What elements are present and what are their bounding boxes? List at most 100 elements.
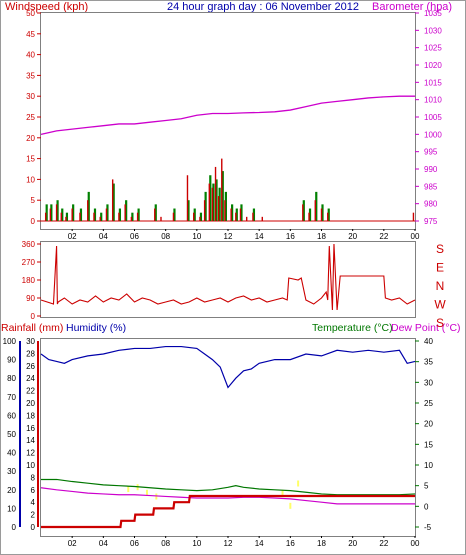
x-tick-label: 18 xyxy=(317,232,326,241)
temperature-tick-label: 25 xyxy=(424,399,433,408)
x-tick-label: 08 xyxy=(161,539,170,548)
temperature-tick-label: 10 xyxy=(424,461,433,470)
windspeed-label: Windspeed (kph) xyxy=(5,1,88,13)
x-tick-label: 22 xyxy=(379,232,388,241)
temperature-tick-label: 40 xyxy=(424,337,433,346)
compass-label: S xyxy=(436,316,444,330)
humidity-tick-label: 30 xyxy=(7,467,16,476)
y2-tick-label: 990 xyxy=(424,165,438,174)
x-tick-label: 12 xyxy=(224,232,233,241)
x-tick-label: 20 xyxy=(348,539,357,548)
rainfall-tick-label: 14 xyxy=(26,436,35,445)
wind-baro-panel xyxy=(40,12,416,230)
chart-marks: 5045403530252015105010351030102510201015… xyxy=(3,9,447,548)
series-wind-direction-line xyxy=(40,243,416,311)
y2-tick-label: 995 xyxy=(424,148,438,157)
rainfall-tick-label: 20 xyxy=(26,399,35,408)
x-tick-label: 06 xyxy=(130,539,139,548)
temperature-tick-label: 35 xyxy=(424,358,433,367)
rainfall-tick-label: 6 xyxy=(31,486,36,495)
y2-tick-label: 1025 xyxy=(424,44,442,53)
series-temperature-line xyxy=(41,478,416,496)
dir-tick-label: 270 xyxy=(22,258,36,267)
y2-tick-label: 1020 xyxy=(424,61,442,70)
rainfall-tick-label: 16 xyxy=(26,424,35,433)
x-tick-label: 00 xyxy=(411,232,420,241)
y-tick-label: 0 xyxy=(31,217,36,226)
x-tick-label: 14 xyxy=(255,539,264,548)
x-tick-label: 16 xyxy=(286,539,295,548)
rainfall-tick-label: 30 xyxy=(26,337,35,346)
humidity-label: Humidity (%) xyxy=(66,322,126,334)
barometer-label: Barometer (hpa) xyxy=(372,1,452,13)
rainfall-tick-label: 8 xyxy=(31,473,36,482)
compass-label: W xyxy=(434,298,446,312)
series-barometer-line xyxy=(40,95,415,135)
humidity-tick-label: 40 xyxy=(7,449,16,458)
y-tick-label: 15 xyxy=(26,155,35,164)
rainfall-tick-label: 18 xyxy=(26,411,35,420)
humidity-tick-label: 60 xyxy=(7,411,16,420)
temperature-tick-label: 30 xyxy=(424,378,433,387)
y-tick-label: 40 xyxy=(26,51,35,60)
compass-label: N xyxy=(436,279,445,293)
x-tick-label: 08 xyxy=(161,232,170,241)
humidity-tick-label: 20 xyxy=(7,486,16,495)
x-tick-label: 10 xyxy=(192,539,201,548)
dewpoint-label: Dew Point (°C) xyxy=(391,322,461,334)
y2-tick-label: 980 xyxy=(424,200,438,209)
dir-tick-label: 360 xyxy=(22,240,36,249)
x-tick-label: 02 xyxy=(68,232,77,241)
temperature-tick-label: 15 xyxy=(424,440,433,449)
y2-tick-label: 1000 xyxy=(424,130,442,139)
rain-humidity-temp-panel xyxy=(40,338,416,537)
humidity-tick-label: 80 xyxy=(7,374,16,383)
y-tick-label: 35 xyxy=(26,71,35,80)
temperature-tick-label: 20 xyxy=(424,420,433,429)
y2-tick-label: 1035 xyxy=(424,9,442,18)
rainfall-tick-label: 26 xyxy=(26,362,35,371)
x-tick-label: 04 xyxy=(99,539,108,548)
y-tick-label: 25 xyxy=(26,113,35,122)
x-tick-label: 10 xyxy=(192,232,201,241)
y-tick-label: 5 xyxy=(31,196,36,205)
rainfall-tick-label: 0 xyxy=(31,523,36,532)
y-tick-label: 50 xyxy=(26,9,35,18)
humidity-tick-label: 70 xyxy=(7,393,16,402)
temperature-tick-label: 0 xyxy=(424,502,429,511)
x-tick-label: 00 xyxy=(411,539,420,548)
x-tick-label: 06 xyxy=(130,232,139,241)
y2-tick-label: 1010 xyxy=(424,96,442,105)
y2-tick-label: 1030 xyxy=(424,26,442,35)
series-rainfall-line xyxy=(41,494,415,529)
compass-label: E xyxy=(436,261,444,275)
temperature-label: Temperature (°C) xyxy=(312,322,393,334)
dir-tick-label: 90 xyxy=(26,294,35,303)
rainfall-tick-label: 2 xyxy=(31,511,36,520)
humidity-tick-label: 50 xyxy=(7,430,16,439)
x-tick-label: 12 xyxy=(224,539,233,548)
y2-tick-label: 1015 xyxy=(424,78,442,87)
dir-tick-label: 180 xyxy=(22,276,36,285)
y-tick-label: 10 xyxy=(26,175,35,184)
humidity-tick-label: 0 xyxy=(12,523,17,532)
rainfall-tick-label: 24 xyxy=(26,374,35,383)
x-tick-label: 22 xyxy=(379,539,388,548)
y2-tick-label: 985 xyxy=(424,182,438,191)
humidity-tick-label: 10 xyxy=(7,504,16,513)
y2-tick-label: 975 xyxy=(424,217,438,226)
y-tick-label: 20 xyxy=(26,134,35,143)
wind-direction-panel xyxy=(40,241,416,318)
x-tick-label: 20 xyxy=(348,232,357,241)
rainfall-tick-label: 4 xyxy=(31,498,36,507)
y-tick-label: 30 xyxy=(26,92,35,101)
dir-tick-label: 0 xyxy=(31,312,36,321)
rainfall-tick-label: 22 xyxy=(26,387,35,396)
rainfall-tick-label: 12 xyxy=(26,449,35,458)
compass-label: S xyxy=(436,242,444,256)
humidity-tick-label: 100 xyxy=(3,337,17,346)
temperature-tick-label: -5 xyxy=(424,523,432,532)
y2-tick-label: 1005 xyxy=(424,113,442,122)
temperature-tick-label: 5 xyxy=(424,482,429,491)
